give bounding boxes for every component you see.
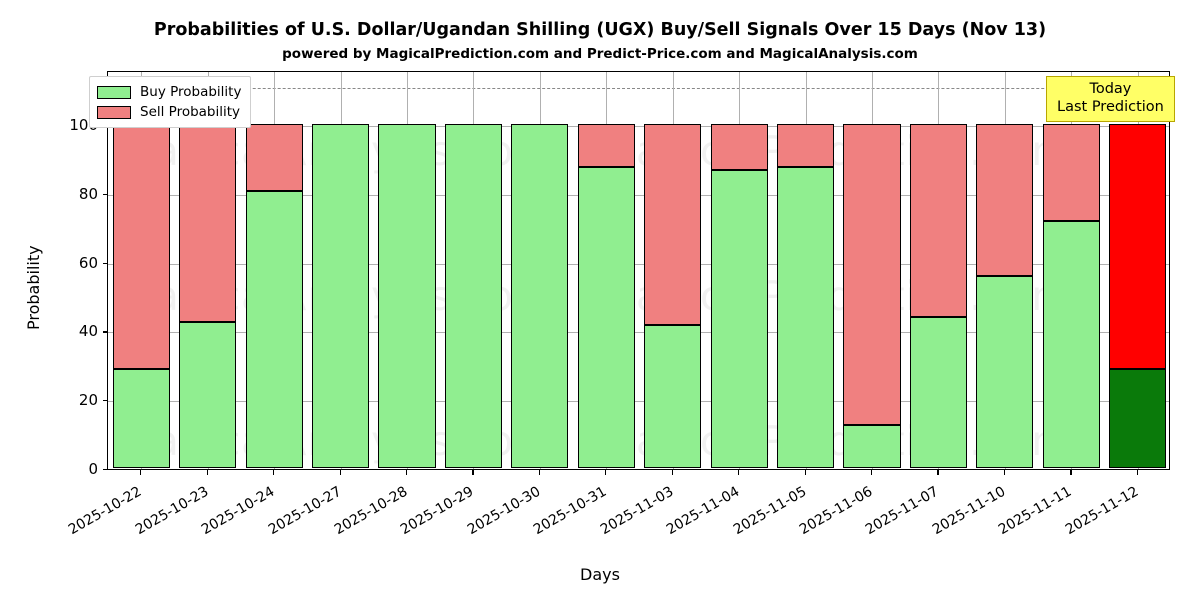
bar-group[interactable] [112,72,170,469]
bar-segment-buy[interactable] [577,167,635,468]
bar-segment-sell[interactable] [909,124,968,317]
bar-segment-buy[interactable] [245,191,303,468]
bar-segment-sell[interactable] [644,124,702,325]
bar-group[interactable] [777,72,835,469]
bar-group[interactable] [179,72,237,469]
y-axis-tick-mark [102,193,107,195]
plot-inner: MagicalAnalysis.com MagicalPrediction.co… [108,72,1169,469]
chart-subtitle: powered by MagicalPrediction.com and Pre… [282,46,918,62]
y-axis-tick-label: 0 [88,460,98,478]
today-annotation-line-2: Last Prediction [1057,99,1164,115]
bar-group[interactable] [577,72,635,469]
x-axis-tick-mark [472,470,474,475]
x-axis-tick-mark [671,470,673,475]
legend-item-buy: Buy Probability [97,82,241,102]
reference-line [108,88,1169,90]
bar-segment-sell[interactable] [710,124,768,170]
bar-segment-sell[interactable] [777,124,835,167]
bar-segment-buy[interactable] [511,124,569,468]
gridline-horizontal [108,126,1169,127]
y-axis-tick-label: 40 [78,322,98,341]
y-axis-tick-mark [102,262,107,264]
bar-group[interactable] [976,72,1034,469]
bar-group[interactable] [378,72,436,469]
y-axis-tick-mark [102,400,107,402]
today-annotation-line-1: Today [1089,81,1132,97]
x-axis-tick-mark [405,470,408,475]
x-axis-tick-mark [1003,470,1006,475]
bar-group[interactable] [444,72,502,469]
bar-segment-sell[interactable] [1042,124,1100,222]
gridline-horizontal [108,263,1169,265]
bar-group[interactable] [245,72,303,469]
bar-group[interactable] [511,72,569,469]
legend-label-sell: Sell Probability [140,104,241,120]
x-axis-tick-mark [937,470,939,475]
plot-area: MagicalAnalysis.com MagicalPrediction.co… [107,71,1170,470]
x-axis-tick-mark [339,470,341,475]
y-axis-tick-mark [102,331,107,333]
bar-segment-sell[interactable] [179,124,237,322]
bar-segment-buy[interactable] [444,124,502,468]
bar-segment-buy[interactable] [112,368,170,468]
x-axis-tick-mark [804,470,806,475]
bar-segment-buy[interactable] [976,276,1034,468]
bar-segment-buy[interactable] [777,167,835,468]
bar-group[interactable] [1042,72,1100,469]
bar-segment-buy[interactable] [710,169,768,468]
bar-segment-buy[interactable] [843,425,901,468]
bar-segment-buy[interactable] [179,321,237,468]
legend: Buy Probability Sell Probability [89,76,252,128]
x-axis-tick-mark [1136,470,1138,475]
bar-segment-buy[interactable] [644,324,702,468]
bar-group[interactable] [909,72,968,469]
bar-segment-buy[interactable] [909,316,968,468]
bar-group[interactable] [710,72,768,469]
bar-group[interactable] [843,72,901,469]
x-axis-tick-mark [206,470,208,475]
bar-group[interactable] [1109,72,1167,469]
bar-group[interactable] [311,72,370,469]
x-axis-tick-mark [273,470,275,475]
bar-segment-sell[interactable] [1109,124,1167,369]
legend-swatch-buy [97,85,131,99]
bar-segment-sell[interactable] [843,124,901,426]
bar-segment-sell[interactable] [112,124,170,369]
bar-segment-buy[interactable] [311,124,370,468]
gridline-horizontal [108,332,1169,334]
bar-segment-sell[interactable] [577,124,635,167]
bar-group[interactable] [644,72,702,469]
page-title: Probabilities of U.S. Dollar/Ugandan Shi… [153,20,1047,40]
gridline-horizontal [108,194,1169,196]
legend-item-sell: Sell Probability [97,102,241,122]
y-axis-tick-label: 80 [78,184,98,203]
y-axis-label: Probability [24,245,43,330]
gridline-horizontal [108,401,1169,403]
bar-segment-buy[interactable] [1042,221,1100,468]
x-axis-tick-mark [871,470,873,475]
bar-segment-buy[interactable] [378,124,436,468]
x-axis-tick-mark [738,470,740,475]
y-axis-tick-mark [102,469,107,471]
x-axis-tick-mark [605,470,607,475]
bar-segment-sell[interactable] [976,124,1034,277]
legend-label-buy: Buy Probability [140,84,242,100]
legend-swatch-sell [97,105,131,119]
x-axis-label: Days [580,565,620,584]
y-axis-tick-label: 60 [78,253,98,272]
bar-segment-buy[interactable] [1109,368,1167,468]
x-axis-tick-mark [1070,470,1072,475]
y-axis-tick-label: 20 [78,391,98,410]
x-axis-tick-mark [538,470,541,475]
x-axis-tick-mark [140,470,142,475]
bar-segment-sell[interactable] [245,124,303,192]
today-annotation: Today Last Prediction [1046,76,1175,122]
